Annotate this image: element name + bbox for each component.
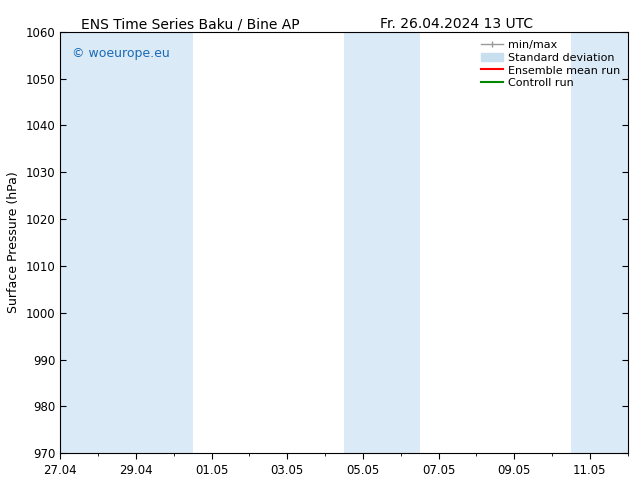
Text: Fr. 26.04.2024 13 UTC: Fr. 26.04.2024 13 UTC xyxy=(380,17,533,31)
Bar xyxy=(136,32,193,453)
Bar xyxy=(60,32,136,453)
Y-axis label: Surface Pressure (hPa): Surface Pressure (hPa) xyxy=(7,172,20,314)
Bar xyxy=(571,32,628,453)
Text: © woeurope.eu: © woeurope.eu xyxy=(72,47,169,60)
Text: ENS Time Series Baku / Bine AP: ENS Time Series Baku / Bine AP xyxy=(81,17,299,31)
Bar xyxy=(344,32,420,453)
Legend: min/max, Standard deviation, Ensemble mean run, Controll run: min/max, Standard deviation, Ensemble me… xyxy=(479,37,622,91)
